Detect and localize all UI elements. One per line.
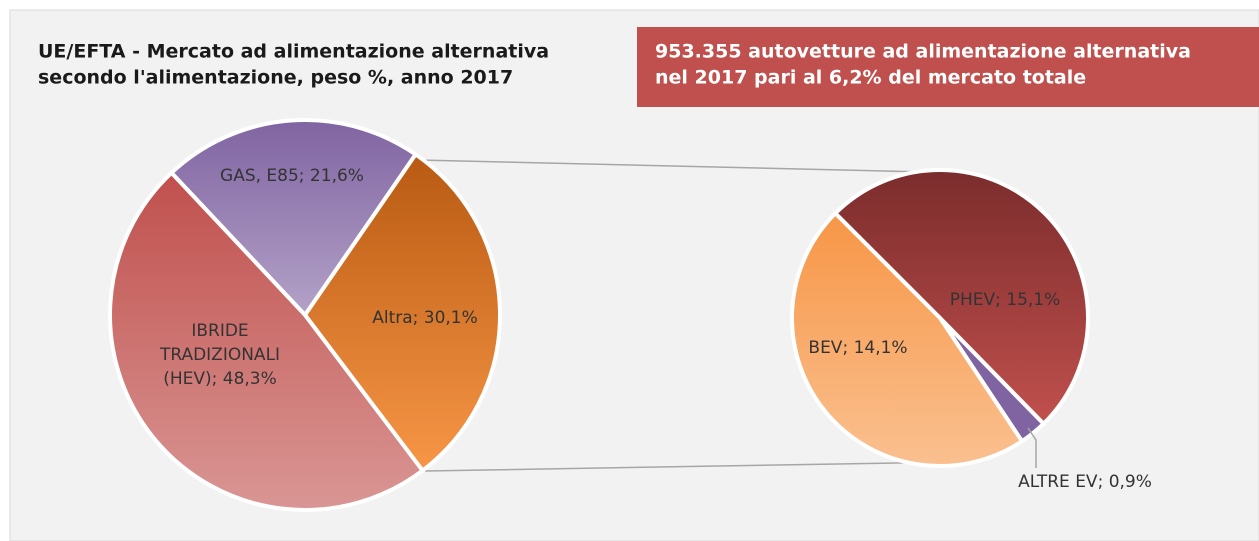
data-label: TRADIZIONALI [159, 345, 280, 365]
data-label: ALTRE EV; 0,9% [1018, 472, 1152, 492]
pie-slice [832, 167, 1091, 427]
connector [417, 159, 929, 173]
chart-title: UE/EFTA - Mercato ad alimentazione alter… [38, 41, 549, 63]
leader-line [1027, 427, 1037, 468]
pie-slice [790, 210, 1025, 468]
data-label: IBRIDE [191, 321, 248, 341]
pie-slice [108, 170, 426, 512]
data-label: Altra; 30,1% [372, 308, 478, 328]
chart-title: secondo l'alimentazione, peso %, anno 20… [38, 67, 513, 89]
data-label: GAS, E85; 21,6% [220, 166, 364, 186]
annotation: nel 2017 pari al 6,2% del mercato totale [655, 67, 1086, 89]
pie-slice [302, 151, 502, 474]
pie-slice [168, 118, 419, 319]
data-label: (HEV); 48,3% [163, 369, 277, 389]
data-label: PHEV; 15,1% [950, 290, 1061, 310]
data-label: BEV; 14,1% [808, 338, 907, 358]
annotation-box [637, 27, 1259, 107]
connector [424, 461, 956, 472]
annotation: 953.355 autovetture ad alimentazione alt… [655, 41, 1191, 63]
